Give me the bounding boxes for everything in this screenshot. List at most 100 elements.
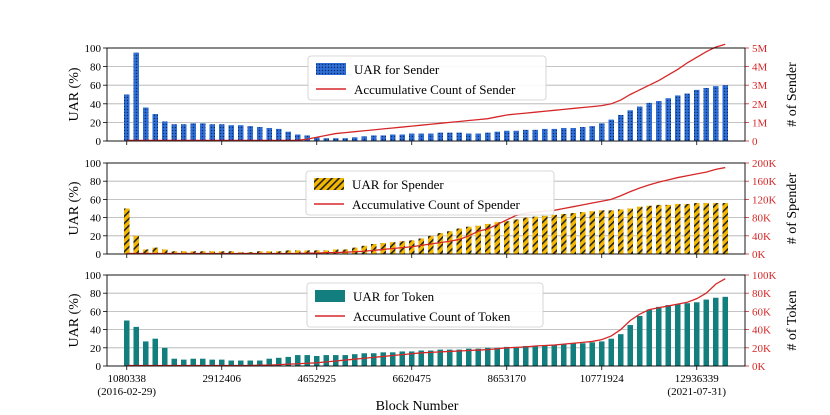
- bar-sender: [579, 127, 586, 141]
- bar-token: [475, 348, 482, 366]
- x-tick-label: 4652925: [298, 373, 337, 385]
- bar-sender: [323, 138, 330, 141]
- bar-token: [256, 360, 263, 366]
- bar-spender: [503, 221, 510, 254]
- bar-sender: [161, 121, 168, 141]
- bar-token: [161, 347, 168, 366]
- y-tick-label: 0: [96, 361, 102, 373]
- panel-spender: 0 20 40 60 80 100 0K 40K 80K 120K 160K 200K UAR (%) #…: [67, 158, 800, 261]
- bar-sender: [427, 133, 434, 141]
- y-tick-label: 80: [90, 176, 102, 188]
- bar-sender: [218, 124, 225, 141]
- bar-sender: [627, 110, 634, 141]
- bar-spender: [418, 238, 425, 254]
- bar-spender: [190, 251, 197, 254]
- bar-spender: [313, 250, 320, 254]
- legend-label-line: Accumulative Count of Token: [353, 309, 511, 324]
- bar-spender: [636, 206, 643, 254]
- bar-spender: [665, 204, 672, 254]
- bar-spender: [655, 204, 662, 254]
- bar-spender: [646, 205, 653, 254]
- x-tick-label: 6620475: [393, 373, 432, 385]
- bar-token: [142, 341, 149, 366]
- y2-tick-label: 160K: [752, 176, 777, 188]
- bar-token: [494, 347, 501, 366]
- bar-token: [703, 299, 710, 366]
- bar-sender: [570, 127, 577, 141]
- bar-token: [437, 349, 444, 366]
- bar-token: [418, 350, 425, 366]
- bar-sender: [475, 133, 482, 141]
- bar-spender: [123, 208, 130, 254]
- bar-token: [465, 348, 472, 366]
- bar-spender: [551, 214, 558, 254]
- legend-label-bar: UAR for Token: [353, 289, 435, 304]
- bar-sender: [684, 93, 691, 141]
- bar-sender: [180, 124, 187, 141]
- bar-spender: [722, 203, 729, 254]
- bar-spender: [351, 247, 358, 254]
- bar-spender: [218, 251, 225, 254]
- bar-spender: [332, 249, 339, 254]
- bar-spender: [541, 215, 548, 254]
- x-tick-sublabel: (2016-02-29): [97, 386, 156, 398]
- legend-label-bar: UAR for Spender: [352, 177, 444, 192]
- y-axis-label: UAR (%): [67, 67, 82, 121]
- bar-spender: [256, 251, 263, 254]
- bar-sender: [332, 138, 339, 141]
- bar-spender: [152, 247, 159, 254]
- y2-tick-label: 0: [752, 136, 758, 148]
- bar-sender: [285, 131, 292, 141]
- bar-token: [399, 351, 406, 366]
- y-tick-label: 60: [90, 80, 102, 92]
- bar-spender: [437, 233, 444, 254]
- bar-spender: [494, 222, 501, 254]
- bar-spender: [532, 216, 539, 254]
- y2-tick-label: 1M: [752, 117, 768, 129]
- bar-token: [370, 353, 377, 366]
- bar-token: [190, 358, 197, 366]
- bar-spender: [266, 251, 273, 254]
- legend-box: [306, 282, 544, 328]
- plot-frame: [106, 47, 746, 142]
- bar-sender: [655, 101, 662, 141]
- legend-swatch-bar: [314, 178, 344, 190]
- bar-sender: [636, 106, 643, 141]
- bar-sender: [418, 133, 425, 141]
- bar-token: [598, 341, 605, 366]
- bar-token: [247, 360, 254, 366]
- bar-sender: [503, 130, 510, 141]
- y2-tick-label: 80K: [752, 213, 771, 225]
- bar-token: [674, 304, 681, 366]
- bar-sender: [551, 128, 558, 141]
- bar-token: [304, 355, 311, 366]
- bar-token: [627, 325, 634, 366]
- bar-sender: [494, 131, 501, 141]
- y2-tick-label: 0K: [752, 361, 766, 373]
- bar-token: [180, 359, 187, 366]
- bar-spender: [693, 203, 700, 254]
- bar-token: [513, 346, 520, 366]
- legend-label-line: Accumulative Count of Spender: [352, 197, 521, 212]
- y2-tick-label: 3M: [752, 80, 768, 92]
- bar-sender: [674, 95, 681, 141]
- y-tick-label: 40: [90, 325, 102, 337]
- bar-sender: [522, 129, 529, 141]
- panel-token: 0 20 40 60 80 100 0K 20K 40K 60K 80K 100K UAR (%) # o…: [67, 270, 800, 373]
- bar-spender: [228, 251, 235, 254]
- y-axis-label: UAR (%): [67, 181, 82, 235]
- bar-spender: [608, 210, 615, 254]
- y-tick-label: 100: [85, 270, 102, 282]
- bar-spender: [275, 251, 282, 254]
- y-tick-label: 60: [90, 306, 102, 318]
- x-axis-label: Block Number: [376, 399, 459, 414]
- y-tick-label: 20: [90, 117, 102, 129]
- y-tick-label: 0: [96, 136, 102, 148]
- bar-token: [636, 315, 643, 366]
- y2-tick-label: 200K: [752, 158, 777, 170]
- bar-sender: [123, 94, 130, 141]
- bar-token: [608, 338, 615, 366]
- bar-sender: [304, 135, 311, 141]
- bar-spender: [161, 249, 168, 254]
- bar-spender: [380, 243, 387, 254]
